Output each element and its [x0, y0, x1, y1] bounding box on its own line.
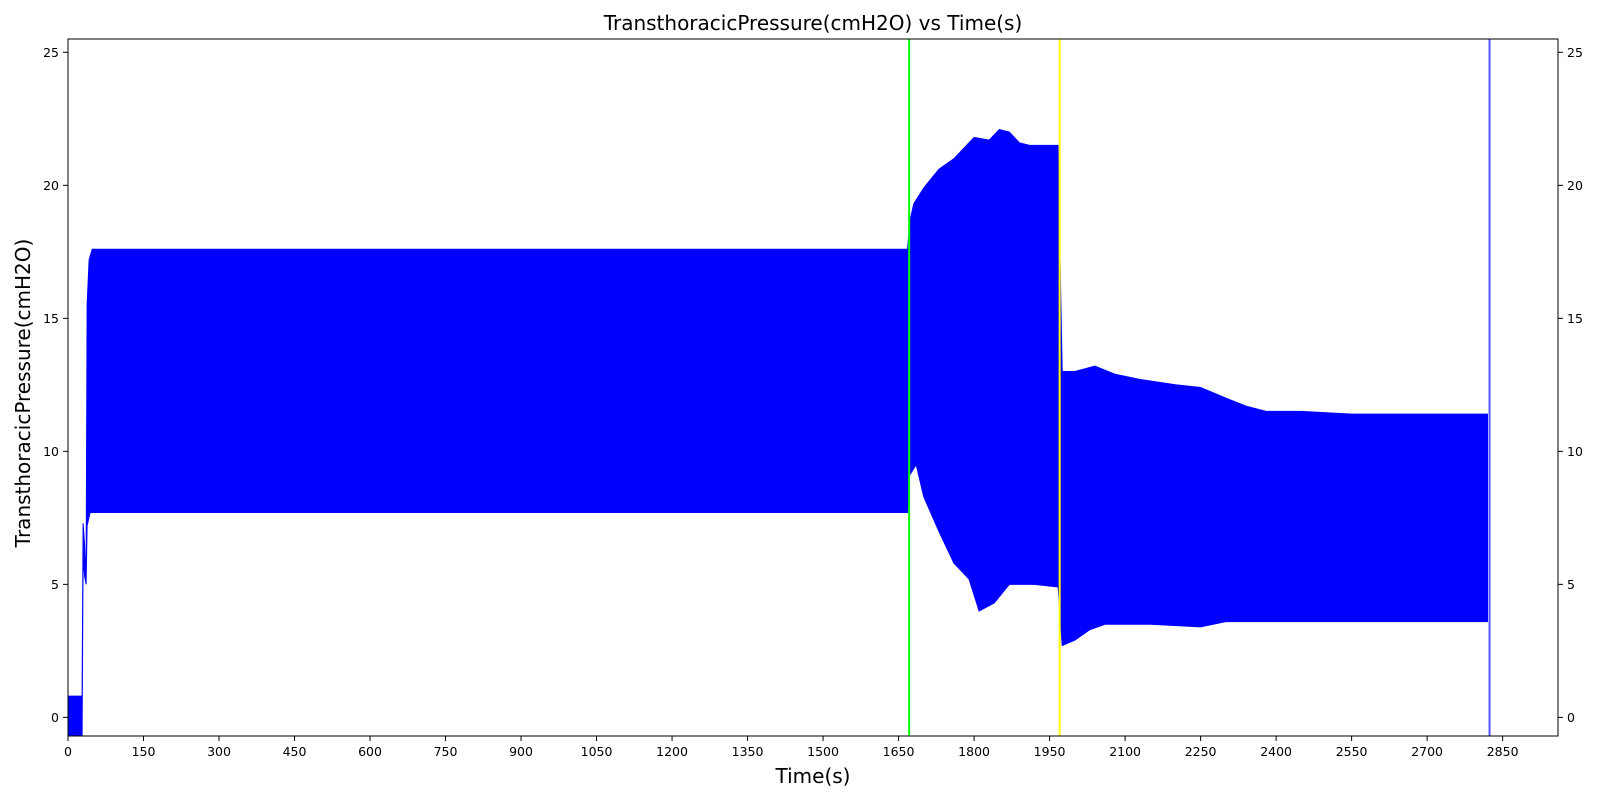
y-tick-label-right: 5 — [1567, 577, 1575, 592]
series-spikes-0 — [910, 129, 1057, 610]
x-tick-label: 1050 — [581, 744, 613, 759]
x-tick-label: 1950 — [1034, 744, 1066, 759]
x-tick-label: 150 — [132, 744, 156, 759]
y-tick-label-right: 10 — [1567, 444, 1583, 459]
y-tick-label-left: 15 — [43, 311, 59, 326]
x-tick-label: 900 — [509, 744, 533, 759]
x-tick-label: 750 — [434, 744, 458, 759]
x-tick-label: 600 — [358, 744, 382, 759]
x-tick-label: 300 — [207, 744, 231, 759]
y-tick-label-right: 15 — [1567, 311, 1583, 326]
y-tick-label-right: 25 — [1567, 45, 1583, 60]
y-tick-label-left: 0 — [51, 710, 59, 725]
x-tick-label: 2850 — [1487, 744, 1519, 759]
x-tick-label: 2700 — [1411, 744, 1443, 759]
y-tick-label-right: 0 — [1567, 710, 1575, 725]
y-tick-label-left: 20 — [43, 178, 59, 193]
x-tick-label: 0 — [64, 744, 72, 759]
x-tick-label: 1500 — [807, 744, 839, 759]
x-tick-label: 1650 — [883, 744, 915, 759]
x-tick-label: 1200 — [656, 744, 688, 759]
plot-frame — [67, 38, 1559, 737]
series-band-0 — [67, 128, 1488, 737]
y-tick-label-right: 20 — [1567, 178, 1583, 193]
x-tick-label: 1350 — [732, 744, 764, 759]
chart-title: TransthoracicPressure(cmH2O) vs Time(s) — [603, 11, 1023, 35]
x-tick-label: 450 — [283, 744, 307, 759]
y-tick-label-left: 25 — [43, 45, 59, 60]
x-tick-label: 2400 — [1260, 744, 1292, 759]
y-tick-label-left: 5 — [51, 577, 59, 592]
x-tick-label: 2250 — [1185, 744, 1217, 759]
x-tick-label: 1800 — [958, 744, 990, 759]
y-tick-label-left: 10 — [43, 444, 59, 459]
x-axis-title: Time(s) — [775, 764, 851, 788]
plot-area — [67, 39, 1491, 737]
x-tick-label: 2550 — [1336, 744, 1368, 759]
x-tick-label: 2100 — [1109, 744, 1141, 759]
y-axis-title: TransthoracicPressure(cmH2O) — [11, 239, 35, 549]
axes: 0 150 300 450 600 750 900 1050 1200 1350 1500 1650 1… — [43, 38, 1583, 759]
